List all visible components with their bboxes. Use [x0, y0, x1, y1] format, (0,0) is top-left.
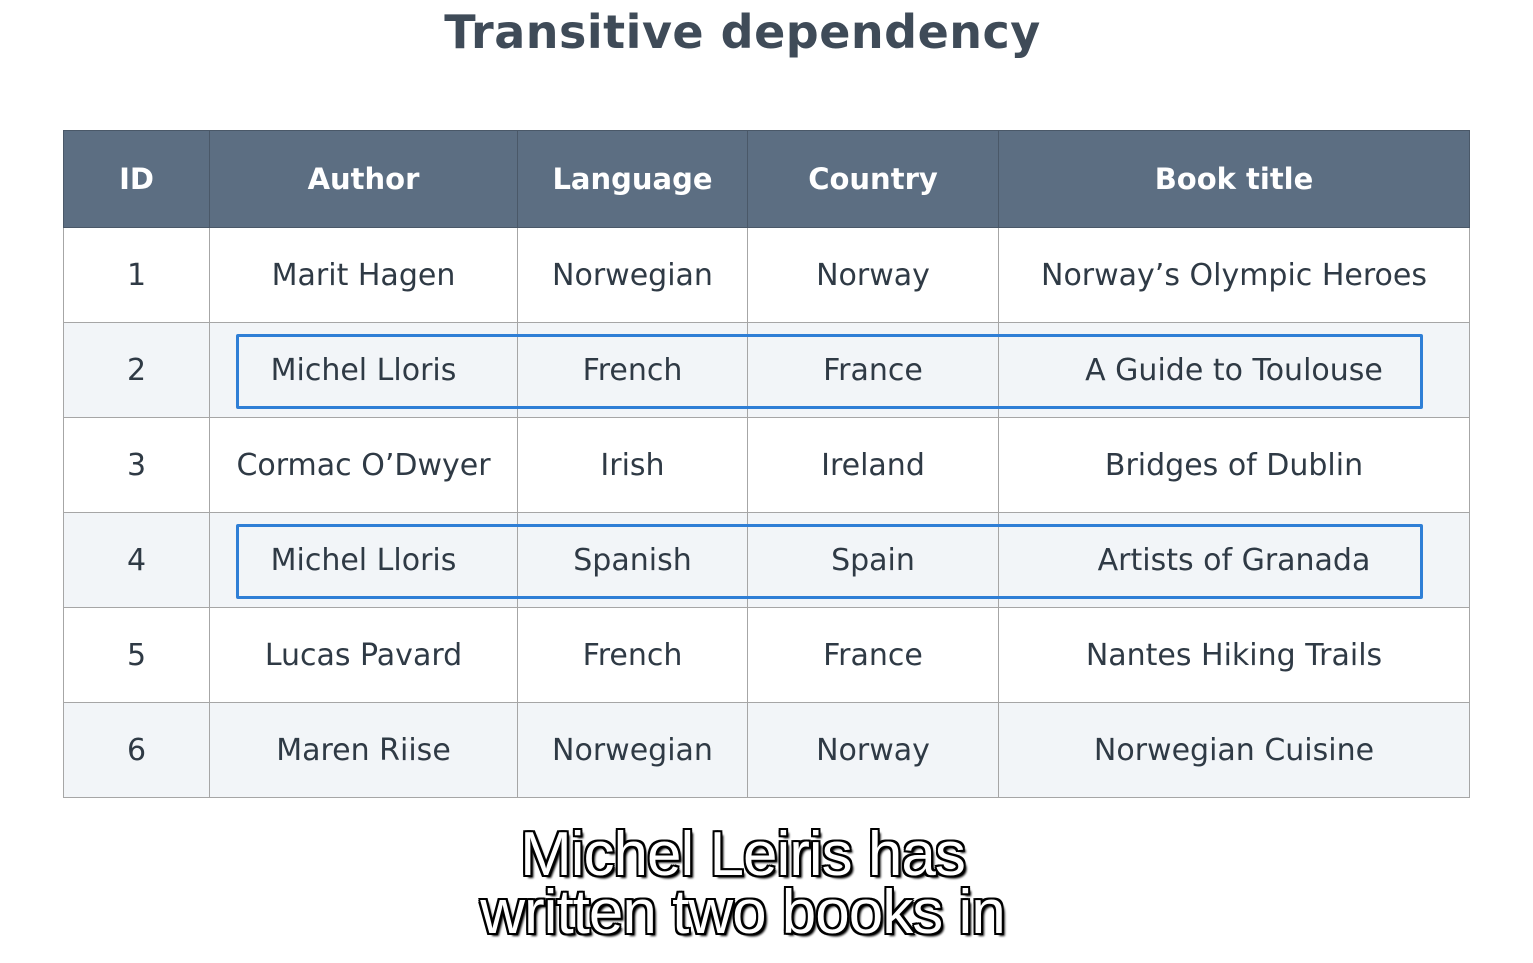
cell-language: Spanish [517, 512, 748, 608]
cell-book-title: Artists of Granada [998, 512, 1470, 608]
cell-language: Norwegian [517, 227, 748, 323]
column-header-language: Language [517, 130, 748, 228]
cell-country: France [747, 607, 999, 703]
cell-language: French [517, 607, 748, 703]
cell-author: Lucas Pavard [209, 607, 518, 703]
cell-id: 3 [63, 417, 210, 513]
column-header-id: ID [63, 130, 210, 228]
cell-id: 5 [63, 607, 210, 703]
cell-author: Michel Lloris [209, 512, 518, 608]
cell-id: 2 [63, 322, 210, 418]
cell-author: Maren Riise [209, 702, 518, 798]
cell-country: Spain [747, 512, 999, 608]
cell-book-title: Norwegian Cuisine [998, 702, 1470, 798]
cell-book-title: Norway’s Olympic Heroes [998, 227, 1470, 323]
table-row: 6 Maren Riise Norwegian Norway Norwegian… [63, 702, 1470, 798]
subtitle-line-2: written two books in [480, 878, 1005, 947]
table-row: 5 Lucas Pavard French France Nantes Hiki… [63, 607, 1470, 703]
cell-language: French [517, 322, 748, 418]
cell-author: Michel Lloris [209, 322, 518, 418]
video-subtitle: Michel Leiris has written two books in [0, 820, 1485, 947]
cell-country: Ireland [747, 417, 999, 513]
table-header-row: ID Author Language Country Book title [63, 130, 1470, 228]
cell-author: Cormac O’Dwyer [209, 417, 518, 513]
cell-country: Norway [747, 702, 999, 798]
cell-author: Marit Hagen [209, 227, 518, 323]
slide-title: Transitive dependency [444, 5, 1041, 59]
cell-book-title: Nantes Hiking Trails [998, 607, 1470, 703]
cell-book-title: Bridges of Dublin [998, 417, 1470, 513]
column-header-author: Author [209, 130, 518, 228]
table-row: 3 Cormac O’Dwyer Irish Ireland Bridges o… [63, 417, 1470, 513]
subtitle-line-1: Michel Leiris has [520, 820, 966, 889]
cell-id: 4 [63, 512, 210, 608]
cell-language: Norwegian [517, 702, 748, 798]
cell-country: Norway [747, 227, 999, 323]
books-table: ID Author Language Country Book title 1 … [63, 130, 1470, 798]
cell-country: France [747, 322, 999, 418]
table-row: 1 Marit Hagen Norwegian Norway Norway’s … [63, 227, 1470, 323]
table-row: 4 Michel Lloris Spanish Spain Artists of… [63, 512, 1470, 608]
cell-book-title: A Guide to Toulouse [998, 322, 1470, 418]
cell-id: 1 [63, 227, 210, 323]
cell-language: Irish [517, 417, 748, 513]
cell-id: 6 [63, 702, 210, 798]
column-header-country: Country [747, 130, 999, 228]
column-header-book-title: Book title [998, 130, 1470, 228]
table-row: 2 Michel Lloris French France A Guide to… [63, 322, 1470, 418]
